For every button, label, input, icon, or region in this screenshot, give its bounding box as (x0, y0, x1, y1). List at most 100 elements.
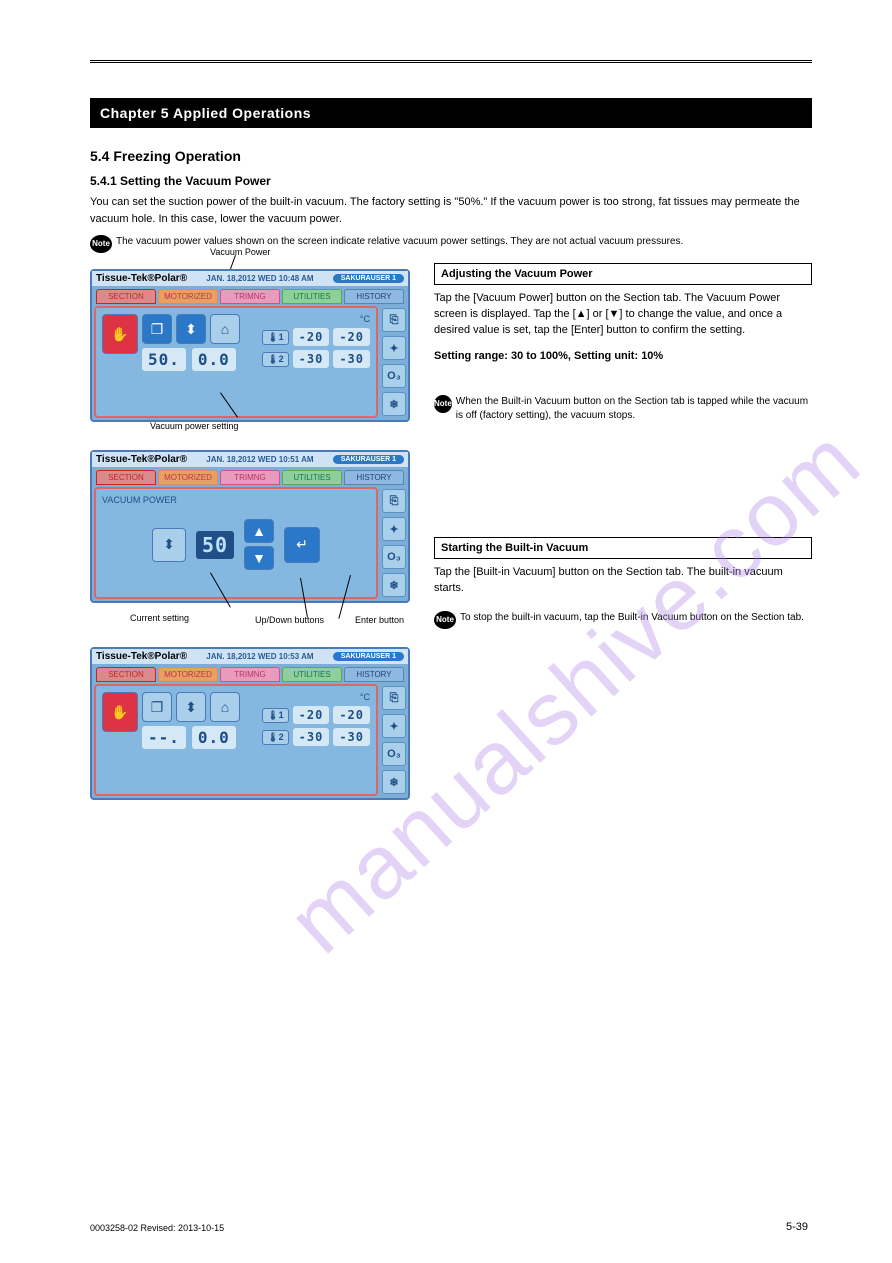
tab-trimng[interactable]: TRIMNG (220, 289, 280, 304)
side-btn-1[interactable]: ⎘ (382, 308, 406, 332)
temp-unit: °C (262, 692, 370, 702)
t2-icon[interactable]: 🌡2 (262, 730, 288, 745)
home-icon[interactable]: ⌂ (210, 692, 240, 722)
panel-user: SAKURAUSER 1 (333, 274, 404, 283)
tab-utilities[interactable]: UTILITIES (282, 667, 342, 682)
tab-history[interactable]: HISTORY (344, 289, 404, 304)
tab-utilities[interactable]: UTILITIES (282, 470, 342, 485)
callout-p1b: Vacuum power setting (150, 421, 238, 431)
panel-2: Tissue-Tek®Polar® JAN. 18,2012 WED 10:51… (90, 450, 410, 603)
panel3-aux-value: 0.0 (192, 726, 236, 749)
page-number: 5-39 (786, 1221, 808, 1233)
tab-motorized[interactable]: MOTORIZED (158, 470, 218, 485)
panel-user: SAKURAUSER 1 (333, 455, 404, 464)
panel-brand: Tissue-Tek®Polar® (96, 454, 187, 465)
down-button[interactable]: ▼ (244, 546, 274, 570)
panel-brand: Tissue-Tek®Polar® (96, 651, 187, 662)
subsection-title: 5.4.1 Setting the Vacuum Power (90, 174, 812, 188)
vacuum-power-button[interactable]: ⬍ (176, 692, 206, 722)
note-icon: Note (434, 395, 452, 413)
t2-set: -30 (293, 350, 330, 368)
t1-icon[interactable]: 🌡1 (262, 330, 288, 345)
callout-p2b: Current setting (130, 613, 189, 623)
panel1-aux-value: 0.0 (192, 348, 236, 371)
box-1-range: Setting range: 30 to 100%, Setting unit:… (434, 349, 812, 365)
tab-history[interactable]: HISTORY (344, 667, 404, 682)
up-button[interactable]: ▲ (244, 519, 274, 543)
side-buttons: ⎘ ✦ O₃ ❄ (380, 485, 408, 601)
side-btn-3[interactable]: O₃ (382, 364, 406, 388)
enter-button[interactable]: ↵ (284, 527, 320, 563)
callout-p1a: Vacuum Power (210, 247, 270, 257)
side-btn-2[interactable]: ✦ (382, 517, 406, 541)
vac-power-value: 50 (196, 531, 234, 559)
panel-tabs: SECTION MOTORIZED TRIMNG UTILITIES HISTO… (92, 664, 408, 682)
panel3-vac-value: --. (142, 726, 186, 749)
panel1-vac-value: 50. (142, 348, 186, 371)
note-1: Note The vacuum power values shown on th… (90, 235, 812, 253)
section-main-icon[interactable]: ✋ (102, 314, 138, 354)
panel-1: Tissue-Tek®Polar® JAN. 18,2012 WED 10:48… (90, 269, 410, 422)
tab-motorized[interactable]: MOTORIZED (158, 289, 218, 304)
tab-trimng[interactable]: TRIMNG (220, 470, 280, 485)
tab-section[interactable]: SECTION (96, 470, 156, 485)
section-main-icon[interactable]: ✋ (102, 692, 138, 732)
side-btn-1[interactable]: ⎘ (382, 489, 406, 513)
side-btn-4[interactable]: ❄ (382, 573, 406, 597)
built-in-vacuum-button[interactable]: ❐ (142, 692, 172, 722)
callout-p2c: Up/Down buttons (255, 615, 324, 625)
tab-history[interactable]: HISTORY (344, 470, 404, 485)
vacuum-power-button[interactable]: ⬍ (176, 314, 206, 344)
side-btn-2[interactable]: ✦ (382, 714, 406, 738)
side-btn-3[interactable]: O₃ (382, 545, 406, 569)
tab-motorized[interactable]: MOTORIZED (158, 667, 218, 682)
side-btn-4[interactable]: ❄ (382, 392, 406, 416)
panel-tabs: SECTION MOTORIZED TRIMNG UTILITIES HISTO… (92, 467, 408, 485)
callout-p2d: Enter button (355, 615, 404, 625)
chapter-bar: Chapter 5 Applied Operations (90, 98, 812, 128)
t2-cur: -30 (333, 350, 370, 368)
revision-text: 0003258-02 Revised: 2013-10-15 (90, 1223, 224, 1233)
side-buttons: ⎘ ✦ O₃ ❄ (380, 304, 408, 420)
t2-icon[interactable]: 🌡2 (262, 352, 288, 367)
box-1-step: Tap the [Vacuum Power] button on the Sec… (434, 291, 812, 339)
box-2-step: Tap the [Built-in Vacuum] button on the … (434, 565, 812, 597)
side-btn-4[interactable]: ❄ (382, 770, 406, 794)
panel-3: Tissue-Tek®Polar® JAN. 18,2012 WED 10:53… (90, 647, 410, 800)
home-icon[interactable]: ⌂ (210, 314, 240, 344)
vac-adj-icon: ⬍ (152, 528, 186, 562)
note-2: Note When the Built-in Vacuum button on … (434, 395, 812, 423)
panel2-date: JAN. 18,2012 WED 10:51 AM (206, 455, 313, 464)
note-icon: Note (434, 611, 456, 629)
note-2-text: When the Built-in Vacuum button on the S… (456, 395, 812, 423)
side-btn-2[interactable]: ✦ (382, 336, 406, 360)
t1-cur: -20 (333, 328, 370, 346)
panel1-date: JAN. 18,2012 WED 10:48 AM (206, 274, 313, 283)
panel-tabs: SECTION MOTORIZED TRIMNG UTILITIES HISTO… (92, 286, 408, 304)
t2-cur: -30 (333, 728, 370, 746)
t1-cur: -20 (333, 706, 370, 724)
rule-divider (90, 60, 812, 63)
box-1-title: Adjusting the Vacuum Power (434, 263, 812, 285)
note-icon: Note (90, 235, 112, 253)
temp-unit: °C (262, 314, 370, 324)
built-in-vacuum-button[interactable]: ❐ (142, 314, 172, 344)
t1-set: -20 (293, 328, 330, 346)
tab-utilities[interactable]: UTILITIES (282, 289, 342, 304)
vac-power-label: VACUUM POWER (102, 495, 370, 505)
note-3-text: To stop the built-in vacuum, tap the Bui… (460, 611, 804, 625)
box-2-title: Starting the Built-in Vacuum (434, 537, 812, 559)
tab-section[interactable]: SECTION (96, 289, 156, 304)
panel-user: SAKURAUSER 1 (333, 652, 404, 661)
tab-section[interactable]: SECTION (96, 667, 156, 682)
panel-brand: Tissue-Tek®Polar® (96, 273, 187, 284)
side-btn-3[interactable]: O₃ (382, 742, 406, 766)
t1-icon[interactable]: 🌡1 (262, 708, 288, 723)
note-3: Note To stop the built-in vacuum, tap th… (434, 611, 812, 629)
t1-set: -20 (293, 706, 330, 724)
side-btn-1[interactable]: ⎘ (382, 686, 406, 710)
tab-trimng[interactable]: TRIMNG (220, 667, 280, 682)
panel3-date: JAN. 18,2012 WED 10:53 AM (206, 652, 313, 661)
section-title: 5.4 Freezing Operation (90, 148, 812, 164)
t2-set: -30 (293, 728, 330, 746)
